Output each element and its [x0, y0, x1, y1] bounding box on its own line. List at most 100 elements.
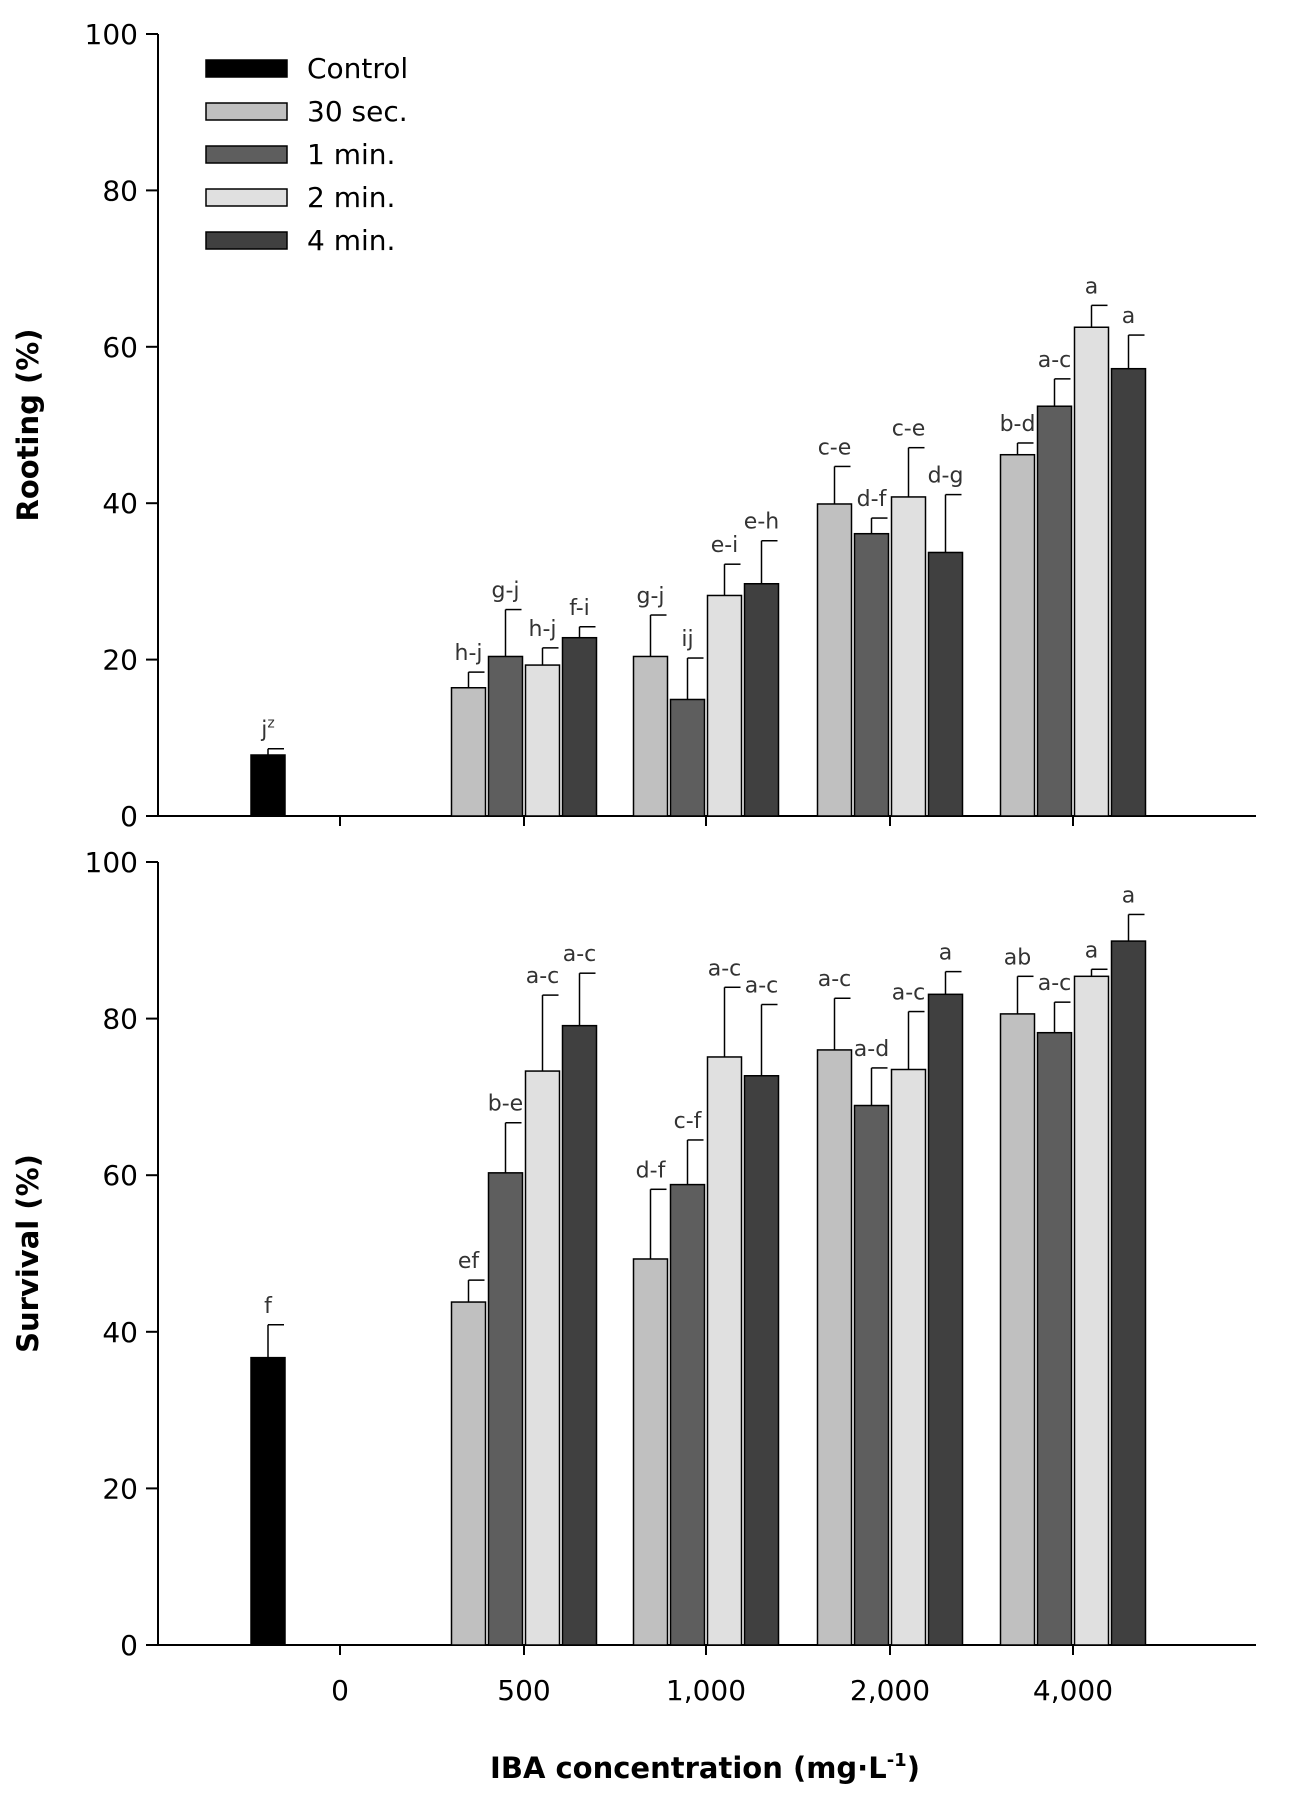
significance-label: a: [1122, 883, 1135, 908]
bar: [743, 1075, 780, 1646]
significance-label: a-c: [892, 981, 926, 1006]
bar: [1036, 1031, 1073, 1646]
y-tick-label: 80: [102, 174, 138, 207]
significance-label: c-e: [818, 435, 852, 460]
significance-label: b-e: [488, 1092, 523, 1117]
significance-label: ab: [1004, 945, 1031, 970]
significance-label: c-e: [892, 417, 926, 442]
legend-swatch: [205, 102, 288, 121]
significance-label: d-f: [636, 1158, 667, 1183]
legend-swatch: [205, 145, 288, 164]
significance-label: a-c: [1038, 348, 1072, 373]
y-tick-label: 40: [102, 1316, 138, 1349]
bar: [890, 496, 927, 817]
bar: [853, 1104, 890, 1646]
significance-label: a-c: [563, 942, 597, 967]
legend: Control 30 sec. 1 min. 2 min. 4 min.: [205, 52, 408, 257]
bar: [1110, 940, 1147, 1646]
y-tick-label: 80: [102, 1003, 138, 1036]
legend-swatch: [205, 231, 288, 250]
bar: [743, 582, 780, 817]
y-axis-title: Survival (%): [11, 1154, 45, 1353]
bar: [927, 993, 964, 1646]
x-tick-label: 1,000: [666, 1674, 746, 1707]
significance-label: g-j: [636, 584, 664, 609]
bar: [487, 1172, 524, 1646]
significance-label: f-i: [569, 596, 590, 621]
bar: [999, 453, 1036, 817]
significance-label: a-d: [854, 1037, 889, 1062]
significance-label: a-c: [526, 964, 560, 989]
significance-label: a-c: [1038, 971, 1072, 996]
y-tick-label: 0: [120, 1629, 138, 1662]
bar: [632, 655, 669, 817]
significance-label: b-d: [1000, 412, 1036, 437]
significance-label: g-j: [491, 579, 519, 604]
significance-label: a-c: [708, 956, 742, 981]
survival-panel: 0 20 40 60 80 100 0 500 1,000 2,000 4,000 Survival …: [11, 846, 1256, 1707]
x-axis-title: IBA concentration (mg·L-1): [490, 1750, 920, 1785]
significance-label: d-f: [857, 487, 888, 512]
y-tick-label: 100: [85, 18, 138, 51]
legend-label: 2 min.: [307, 181, 395, 214]
legend-label: 4 min.: [307, 224, 395, 257]
bar: [450, 1301, 487, 1646]
rooting-panel: 0 20 40 60 80 100 Rooting (%) jz h-j g-j c-e b-d g-j…: [11, 18, 1256, 833]
bar: [999, 1013, 1036, 1646]
legend-swatch: [205, 59, 288, 78]
bar: [632, 1258, 669, 1646]
bar: [1073, 975, 1110, 1646]
significance-label: a: [1085, 274, 1098, 299]
legend-label: Control: [307, 52, 408, 85]
bar: [524, 1070, 561, 1646]
bar: [706, 1056, 743, 1646]
significance-label: f: [264, 1294, 273, 1319]
y-tick-label: 20: [102, 1472, 138, 1505]
bar: [927, 551, 964, 817]
legend-swatch: [205, 188, 288, 207]
bar: [816, 1049, 853, 1646]
y-tick-label: 100: [85, 846, 138, 879]
bar: [524, 664, 561, 817]
significance-label: a-c: [818, 967, 852, 992]
bar: [853, 532, 890, 817]
bar: [1073, 326, 1110, 817]
significance-label: h-j: [455, 641, 483, 666]
x-tick-label: 0: [331, 1674, 349, 1707]
significance-label: a-c: [745, 974, 779, 999]
legend-label: 1 min.: [307, 138, 395, 171]
significance-label: a: [1122, 304, 1135, 329]
significance-label: d-g: [928, 464, 964, 489]
bar: [706, 594, 743, 817]
y-tick-label: 20: [102, 644, 138, 677]
bar: [669, 1183, 706, 1646]
x-tick-label: 2,000: [850, 1674, 930, 1707]
significance-label: e-i: [711, 533, 739, 558]
bar: [1036, 405, 1073, 817]
x-tick-label: 4,000: [1033, 1674, 1113, 1707]
y-tick-label: 60: [102, 1159, 138, 1192]
y-tick-label: 60: [102, 331, 138, 364]
significance-label: ef: [458, 1249, 481, 1274]
bar: [816, 503, 853, 817]
bar: [1110, 367, 1147, 817]
significance-label: a: [939, 941, 952, 966]
bar: [669, 698, 706, 817]
legend-label: 30 sec.: [307, 95, 408, 128]
significance-label: ij: [681, 627, 693, 652]
bar: [561, 636, 598, 817]
bar: [250, 1356, 286, 1646]
significance-label: a: [1085, 938, 1098, 963]
bar: [250, 754, 286, 817]
significance-label: h-j: [529, 617, 557, 642]
y-tick-label: 40: [102, 487, 138, 520]
x-tick-label: 500: [497, 1674, 550, 1707]
bar: [890, 1068, 927, 1646]
bar: [487, 655, 524, 817]
y-axis-title: Rooting (%): [11, 328, 45, 521]
significance-label: c-f: [674, 1109, 703, 1134]
significance-label: jz: [260, 716, 274, 743]
bar: [561, 1024, 598, 1646]
bar: [450, 687, 487, 817]
